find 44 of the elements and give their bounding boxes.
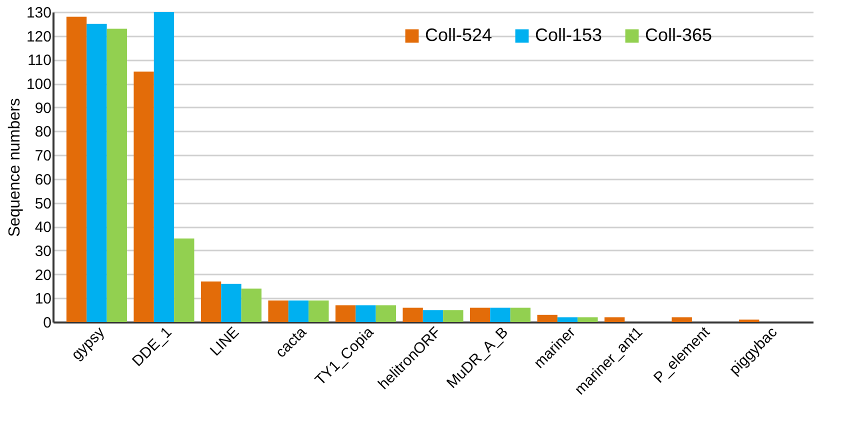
legend-label: Coll-365 xyxy=(645,25,712,45)
y-tick-label: 110 xyxy=(28,52,52,70)
bar xyxy=(174,238,194,322)
y-tick-label: 60 xyxy=(34,171,52,188)
bar xyxy=(402,308,423,322)
y-tick-label: 30 xyxy=(34,242,52,260)
bar xyxy=(154,12,174,322)
bar xyxy=(200,281,222,322)
bar xyxy=(578,317,598,322)
bar xyxy=(376,305,396,322)
bar xyxy=(537,314,558,322)
bar xyxy=(510,308,531,322)
y-tick-label: 130 xyxy=(26,4,52,22)
y-tick-label: 90 xyxy=(34,100,52,117)
bar xyxy=(356,305,376,322)
y-tick-label: 0 xyxy=(43,314,52,332)
legend-label: Coll-524 xyxy=(425,25,492,45)
y-axis-title: Sequence numbers xyxy=(6,98,24,237)
legend-label: Coll-153 xyxy=(535,25,602,45)
bar xyxy=(268,300,288,322)
bar xyxy=(106,28,127,322)
bar xyxy=(86,24,107,322)
y-tick-label: 40 xyxy=(34,219,52,236)
bar xyxy=(443,310,464,322)
bar xyxy=(470,308,490,322)
bar xyxy=(604,317,625,322)
bar xyxy=(672,317,692,322)
bar xyxy=(308,300,329,322)
bar xyxy=(134,72,154,322)
bar xyxy=(422,310,444,322)
y-tick-label: 20 xyxy=(34,266,52,284)
bar xyxy=(335,305,356,322)
bar xyxy=(66,16,87,322)
y-tick-label: 10 xyxy=(34,290,52,308)
bar xyxy=(288,300,309,322)
y-tick-label: 100 xyxy=(26,76,52,94)
bar xyxy=(557,317,578,322)
y-tick-label: 70 xyxy=(34,148,52,165)
bar xyxy=(490,308,510,322)
bar xyxy=(241,288,262,322)
y-tick-label: 50 xyxy=(34,195,52,212)
y-tick-label: 80 xyxy=(34,124,52,141)
bar xyxy=(221,284,242,322)
y-tick-label: 120 xyxy=(26,28,52,46)
